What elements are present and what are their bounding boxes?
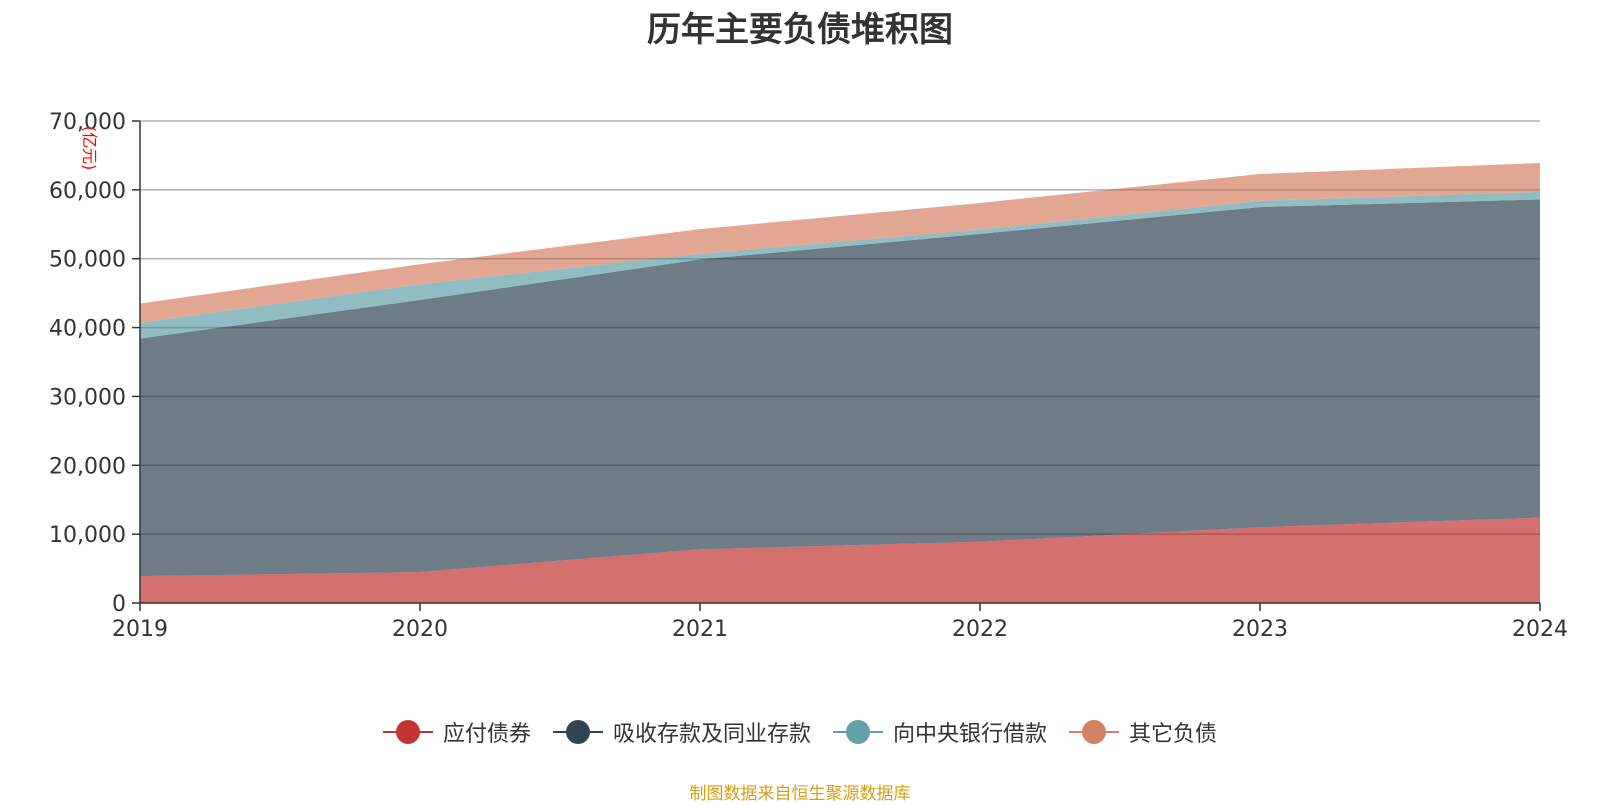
legend: 应付债券 吸收存款及同业存款 向中央银行借款 其它负债 bbox=[0, 716, 1600, 748]
y-axis-unit-label: (亿元) bbox=[80, 126, 99, 171]
x-tick-label: 2020 bbox=[392, 617, 448, 642]
legend-item-1[interactable]: 应付债券 bbox=[382, 716, 531, 748]
legend-label: 吸收存款及同业存款 bbox=[612, 722, 811, 747]
x-tick-label: 2019 bbox=[112, 617, 168, 642]
y-tick-label: 50,000 bbox=[49, 248, 126, 273]
legend-label: 其它负债 bbox=[1129, 722, 1218, 747]
y-tick-label: 40,000 bbox=[49, 317, 126, 342]
legend-item-4[interactable]: 其它负债 bbox=[1069, 716, 1217, 748]
legend-marker-icon bbox=[552, 720, 603, 744]
legend-label: 应付债券 bbox=[442, 722, 531, 747]
x-tick-label: 2021 bbox=[672, 617, 728, 642]
axis-labels: 0 10,000 20,000 30,000 40,000 50,000 60,000 70,… bbox=[49, 110, 1568, 642]
chart-title: 历年主要负债堆积图 bbox=[647, 10, 953, 50]
area-series bbox=[140, 163, 1540, 603]
y-tick-label: 0 bbox=[112, 592, 126, 617]
x-tick-label: 2023 bbox=[1232, 617, 1288, 642]
legend-marker-icon bbox=[833, 720, 883, 744]
legend-marker-icon bbox=[1069, 720, 1120, 744]
area-series-2 bbox=[140, 199, 1540, 577]
legend-item-2[interactable]: 吸收存款及同业存款 bbox=[552, 716, 811, 748]
x-tick-label: 2024 bbox=[1512, 617, 1568, 642]
legend-item-3[interactable]: 向中央银行借款 bbox=[833, 716, 1047, 748]
area-series-4 bbox=[140, 163, 1540, 323]
source-note: 制图数据来自恒生聚源数据库 bbox=[689, 784, 911, 804]
y-tick-label: 60,000 bbox=[49, 179, 126, 204]
legend-marker-icon bbox=[382, 720, 433, 744]
area-series-1 bbox=[140, 517, 1540, 603]
y-tick-label: 70,000 bbox=[49, 110, 126, 135]
legend-label: 向中央银行借款 bbox=[893, 722, 1048, 747]
axes bbox=[132, 120, 1541, 611]
x-tick-label: 2022 bbox=[952, 617, 1008, 642]
y-tick-label: 20,000 bbox=[49, 454, 126, 479]
y-tick-label: 10,000 bbox=[49, 523, 126, 548]
y-tick-label: 30,000 bbox=[49, 385, 126, 410]
